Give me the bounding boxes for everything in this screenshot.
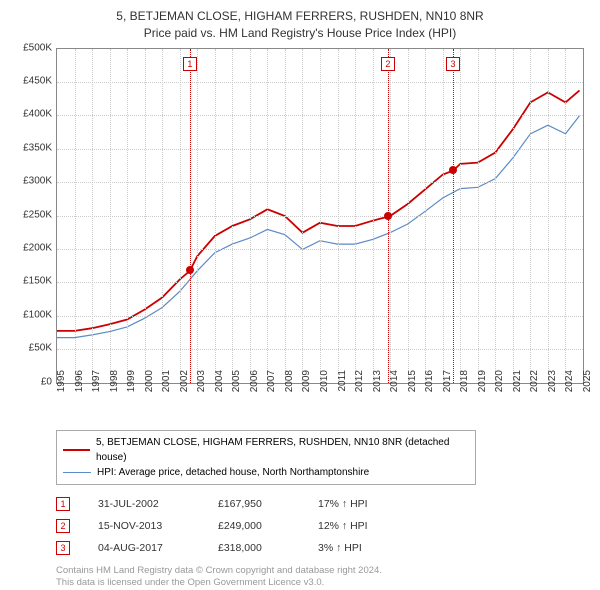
sale-marker-box: 2 (381, 57, 395, 71)
sale-price: £167,950 (218, 498, 318, 510)
gridline-v (425, 49, 426, 383)
gridline-v (250, 49, 251, 383)
gridline-v (162, 49, 163, 383)
gridline-v (548, 49, 549, 383)
x-axis-label: 2025 (582, 370, 600, 406)
y-axis-label: £100K (10, 309, 52, 320)
sale-row-marker: 1 (56, 497, 70, 511)
plot-region: 1 2 3 (56, 48, 584, 384)
sale-price: £249,000 (218, 520, 318, 532)
sale-pct: 17% ↑ HPI (318, 498, 418, 510)
y-axis-label: £350K (10, 142, 52, 153)
gridline-v (565, 49, 566, 383)
gridline-v (197, 49, 198, 383)
sale-row-marker: 3 (56, 541, 70, 555)
gridline-v (285, 49, 286, 383)
gridline-v (373, 49, 374, 383)
gridline-v (127, 49, 128, 383)
footer-line-1: Contains HM Land Registry data © Crown c… (56, 565, 590, 578)
gridline-v (460, 49, 461, 383)
sale-pct: 3% ↑ HPI (318, 542, 418, 554)
y-axis-label: £50K (10, 343, 52, 354)
gridline-v (320, 49, 321, 383)
sale-marker-dot (384, 212, 392, 220)
gridline-v (215, 49, 216, 383)
sale-price: £318,000 (218, 542, 318, 554)
title-line-2: Price paid vs. HM Land Registry's House … (10, 25, 590, 42)
gridline-v (302, 49, 303, 383)
y-axis-label: £400K (10, 109, 52, 120)
legend-row: HPI: Average price, detached house, Nort… (63, 465, 469, 480)
sale-marker-line (453, 49, 454, 383)
sale-date: 04-AUG-2017 (98, 542, 218, 554)
footer-line-2: This data is licensed under the Open Gov… (56, 577, 590, 590)
y-axis-label: £500K (10, 42, 52, 53)
title-line-1: 5, BETJEMAN CLOSE, HIGHAM FERRERS, RUSHD… (10, 8, 590, 25)
sale-row: 1 31-JUL-2002£167,95017% ↑ HPI (56, 493, 590, 515)
y-axis-label: £0 (10, 376, 52, 387)
gridline-v (495, 49, 496, 383)
gridline-v (75, 49, 76, 383)
y-axis-label: £200K (10, 242, 52, 253)
gridline-v (478, 49, 479, 383)
sale-row: 3 04-AUG-2017£318,0003% ↑ HPI (56, 537, 590, 559)
legend-swatch (63, 472, 91, 473)
sale-marker-dot (449, 166, 457, 174)
gridline-v (338, 49, 339, 383)
chart-container: 5, BETJEMAN CLOSE, HIGHAM FERRERS, RUSHD… (0, 0, 600, 590)
sale-date: 31-JUL-2002 (98, 498, 218, 510)
series-property (57, 90, 580, 331)
y-axis-label: £250K (10, 209, 52, 220)
sale-date: 15-NOV-2013 (98, 520, 218, 532)
y-axis-label: £150K (10, 276, 52, 287)
gridline-v (513, 49, 514, 383)
sale-marker-dot (186, 266, 194, 274)
sale-marker-line (190, 49, 191, 383)
footer-attribution: Contains HM Land Registry data © Crown c… (56, 565, 590, 590)
legend-box: 5, BETJEMAN CLOSE, HIGHAM FERRERS, RUSHD… (56, 430, 476, 485)
gridline-v (92, 49, 93, 383)
legend-swatch (63, 449, 90, 451)
gridline-v (530, 49, 531, 383)
gridline-v (355, 49, 356, 383)
sales-table: 1 31-JUL-2002£167,95017% ↑ HPI 2 15-NOV-201… (56, 493, 590, 559)
y-axis-label: £450K (10, 75, 52, 86)
legend-row: 5, BETJEMAN CLOSE, HIGHAM FERRERS, RUSHD… (63, 435, 469, 465)
gridline-v (110, 49, 111, 383)
y-axis-label: £300K (10, 176, 52, 187)
gridline-v (408, 49, 409, 383)
gridline-v (145, 49, 146, 383)
sale-pct: 12% ↑ HPI (318, 520, 418, 532)
gridline-v (180, 49, 181, 383)
gridline-v (443, 49, 444, 383)
gridline-v (232, 49, 233, 383)
sale-marker-box: 1 (183, 57, 197, 71)
gridline-v (267, 49, 268, 383)
legend-label: HPI: Average price, detached house, Nort… (97, 465, 369, 480)
sale-row-marker: 2 (56, 519, 70, 533)
chart-area: 1 2 3 £0 £50K £100K £150K £200K £250K £300K £350K… (10, 48, 590, 426)
sale-row: 2 15-NOV-2013£249,00012% ↑ HPI (56, 515, 590, 537)
legend-label: 5, BETJEMAN CLOSE, HIGHAM FERRERS, RUSHD… (96, 435, 469, 465)
title-block: 5, BETJEMAN CLOSE, HIGHAM FERRERS, RUSHD… (10, 8, 590, 42)
sale-marker-box: 3 (446, 57, 460, 71)
